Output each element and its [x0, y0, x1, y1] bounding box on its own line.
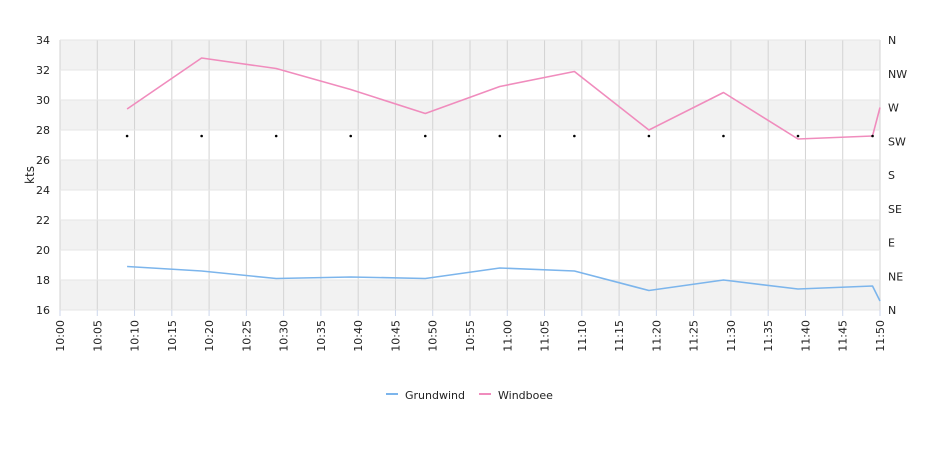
legend-label-windboee: Windboee — [498, 389, 553, 402]
series-layer — [125, 57, 881, 302]
y-axis-title: kts — [23, 166, 37, 184]
direction-point[interactable] — [722, 134, 725, 138]
right-tick-label: SE — [888, 203, 902, 216]
y-tick-label: 34 — [36, 34, 50, 47]
x-tick-label: 11:50 — [874, 320, 887, 352]
series-line-grundwind[interactable] — [127, 265, 881, 302]
x-tick-label: 10:55 — [464, 320, 477, 352]
x-tick-label: 11:35 — [762, 320, 775, 352]
right-tick-label: N — [888, 34, 896, 47]
series-richtung — [125, 134, 874, 138]
direction-point[interactable] — [125, 134, 129, 138]
y-axis-right: N NE E SE S SW W NW N — [888, 34, 907, 317]
right-tick-label: SW — [888, 135, 906, 148]
x-tick-label: 10:50 — [427, 320, 440, 352]
right-tick-label: N — [888, 304, 896, 317]
y-tick-label: 32 — [36, 64, 50, 77]
legend-item-windboee[interactable]: Windboee — [479, 389, 553, 402]
direction-point[interactable] — [498, 134, 502, 138]
legend: Grundwind Windboee — [386, 389, 553, 402]
x-tick-label: 11:45 — [837, 320, 850, 352]
y-tick-label: 18 — [36, 274, 50, 287]
y-tick-label: 16 — [36, 304, 50, 317]
series-grundwind — [127, 265, 881, 302]
right-tick-label: NW — [888, 68, 907, 81]
y-tick-label: 30 — [36, 94, 50, 107]
right-tick-label: NE — [888, 270, 903, 283]
direction-point[interactable] — [274, 134, 278, 138]
y-tick-label: 20 — [36, 244, 50, 257]
direction-point[interactable] — [573, 134, 576, 138]
y-tick-label: 26 — [36, 154, 50, 167]
x-tick-label: 11:00 — [501, 320, 514, 352]
y-tick-label: 24 — [36, 184, 50, 197]
direction-point[interactable] — [200, 134, 203, 138]
y-tick-label: 28 — [36, 124, 50, 137]
x-tick-label: 11:40 — [799, 320, 812, 352]
direction-point[interactable] — [647, 134, 651, 138]
series-line-windboee[interactable] — [126, 57, 881, 140]
x-tick-label: 10:05 — [91, 320, 104, 352]
x-tick-label: 10:45 — [389, 320, 402, 352]
x-tick-label: 10:25 — [240, 320, 253, 352]
y-tick-label: 22 — [36, 214, 50, 227]
horizontal-grid — [60, 39, 880, 311]
x-tick-label: 10:40 — [352, 320, 365, 352]
y-axis-left: 16 18 20 22 24 26 28 30 32 34 — [36, 34, 50, 317]
x-tick-label: 11:15 — [613, 320, 626, 352]
x-tick-label: 11:25 — [688, 320, 701, 352]
direction-point[interactable] — [349, 134, 353, 138]
x-tick-label: 11:30 — [725, 320, 738, 352]
x-tick-label: 11:05 — [539, 320, 552, 352]
legend-label-grundwind: Grundwind — [405, 389, 465, 402]
x-tick-label: 11:20 — [650, 320, 663, 352]
x-tick-label: 10:30 — [278, 320, 291, 352]
x-tick-label: 10:00 — [54, 320, 67, 352]
x-tick-label: 10:15 — [166, 320, 179, 352]
series-windboee — [126, 57, 881, 140]
vertical-grid — [59, 40, 881, 310]
x-tick-label: 11:10 — [576, 320, 589, 352]
right-tick-label: S — [888, 169, 895, 182]
legend-item-grundwind[interactable]: Grundwind — [386, 389, 465, 402]
direction-point[interactable] — [871, 134, 874, 138]
x-tick-label: 10:10 — [129, 320, 142, 352]
x-tick-label: 10:20 — [203, 320, 216, 352]
right-tick-label: E — [888, 237, 895, 250]
x-tick-label: 10:35 — [315, 320, 328, 352]
right-tick-label: W — [888, 102, 899, 115]
x-axis: 10:00 10:05 10:10 10:15 10:20 10:25 10:30 10:35… — [54, 310, 887, 352]
direction-point[interactable] — [796, 134, 800, 138]
direction-point[interactable] — [423, 134, 427, 138]
